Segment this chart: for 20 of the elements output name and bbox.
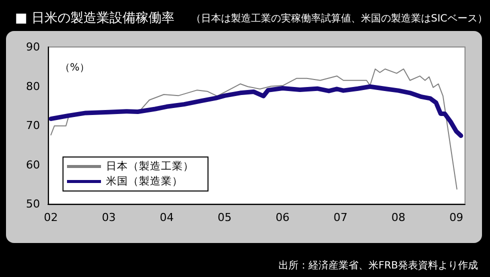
- y-tick-label: 60: [26, 158, 40, 172]
- text: 出所：経済産業省、米FRB発表資料より作成: [278, 260, 478, 272]
- x-tick-label: 08: [391, 211, 406, 224]
- legend-label: 米国（製造業）: [106, 174, 183, 188]
- y-tick-label: 80: [26, 80, 40, 93]
- y-tick-label: 50: [26, 198, 40, 210]
- x-tick-label: 05: [218, 211, 232, 224]
- x-tick-label: 09: [449, 211, 464, 224]
- y-tick-label: 90: [26, 40, 40, 54]
- legend-label: 日本（製造工業）: [106, 160, 194, 172]
- x-tick-label: 02: [44, 211, 58, 224]
- chart-subtitle: （日本は製造工業の実稼働率試算値、米国の製造業はSICベース）: [191, 12, 488, 24]
- x-tick-label: 07: [333, 211, 348, 224]
- x-tick-label: 04: [160, 211, 174, 224]
- x-tick-label: 06: [276, 211, 290, 224]
- x-tick-label: 03: [102, 211, 116, 224]
- chart-title: ■ 日米の製造業設備稼働率: [15, 10, 174, 26]
- line-series: [48, 84, 464, 138]
- y-tick-label: 70: [26, 119, 40, 132]
- y-axis-title: （%）: [60, 62, 90, 74]
